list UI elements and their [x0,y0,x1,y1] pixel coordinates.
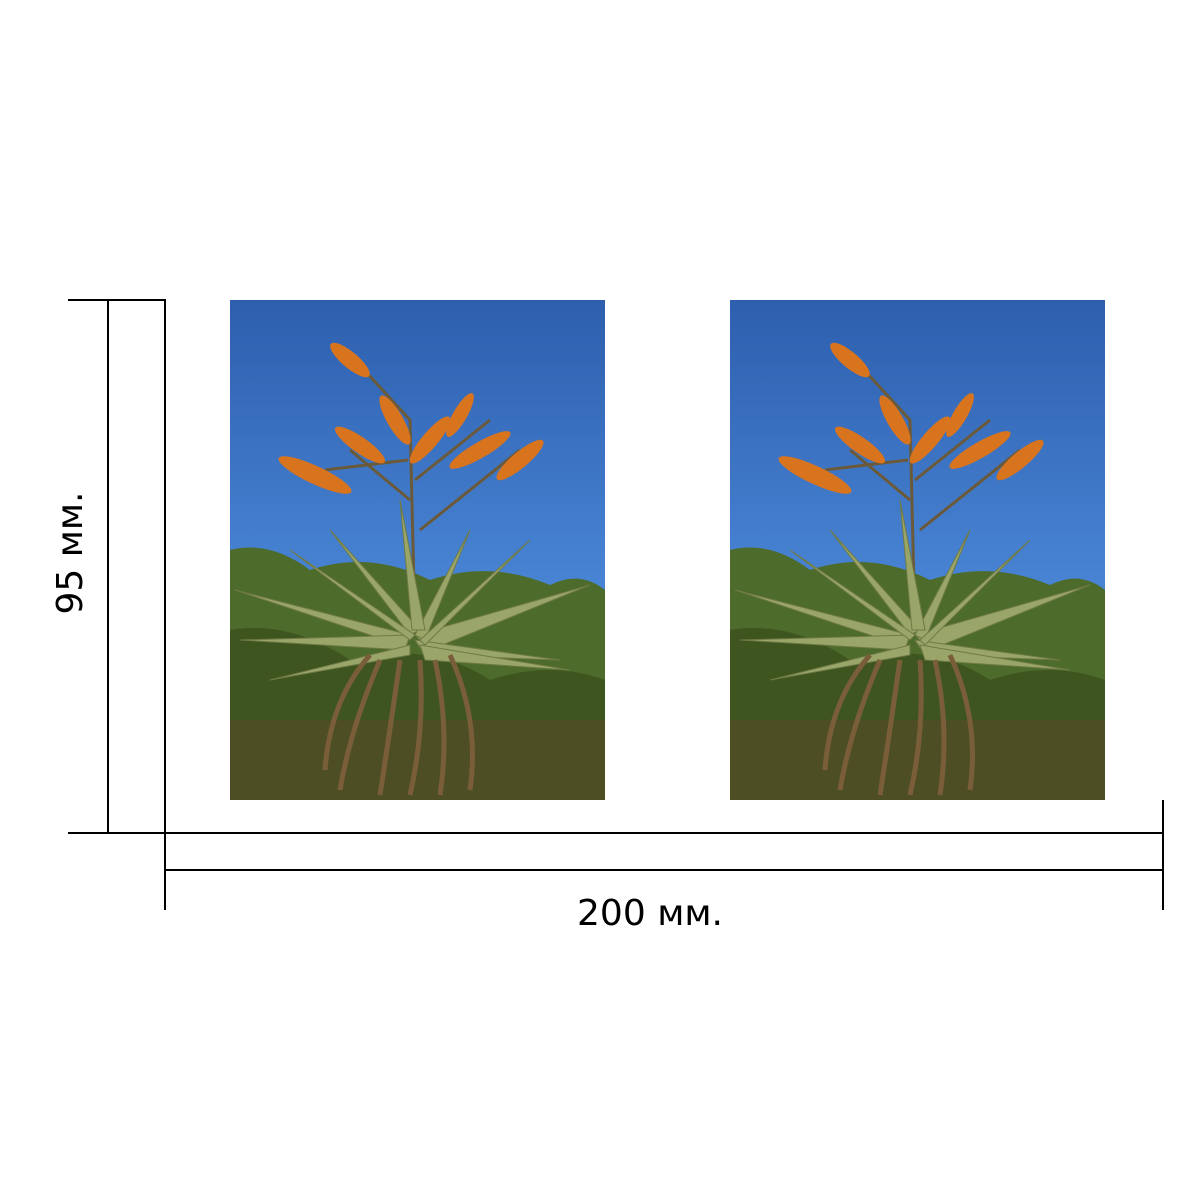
width-dimension: 200 мм. [164,800,1164,934]
product-photo [730,300,1105,800]
width-label: 200 мм. [577,893,723,934]
height-dimension: 95 мм. [50,299,166,834]
product-photo [230,300,605,800]
height-label: 95 мм. [50,491,91,614]
